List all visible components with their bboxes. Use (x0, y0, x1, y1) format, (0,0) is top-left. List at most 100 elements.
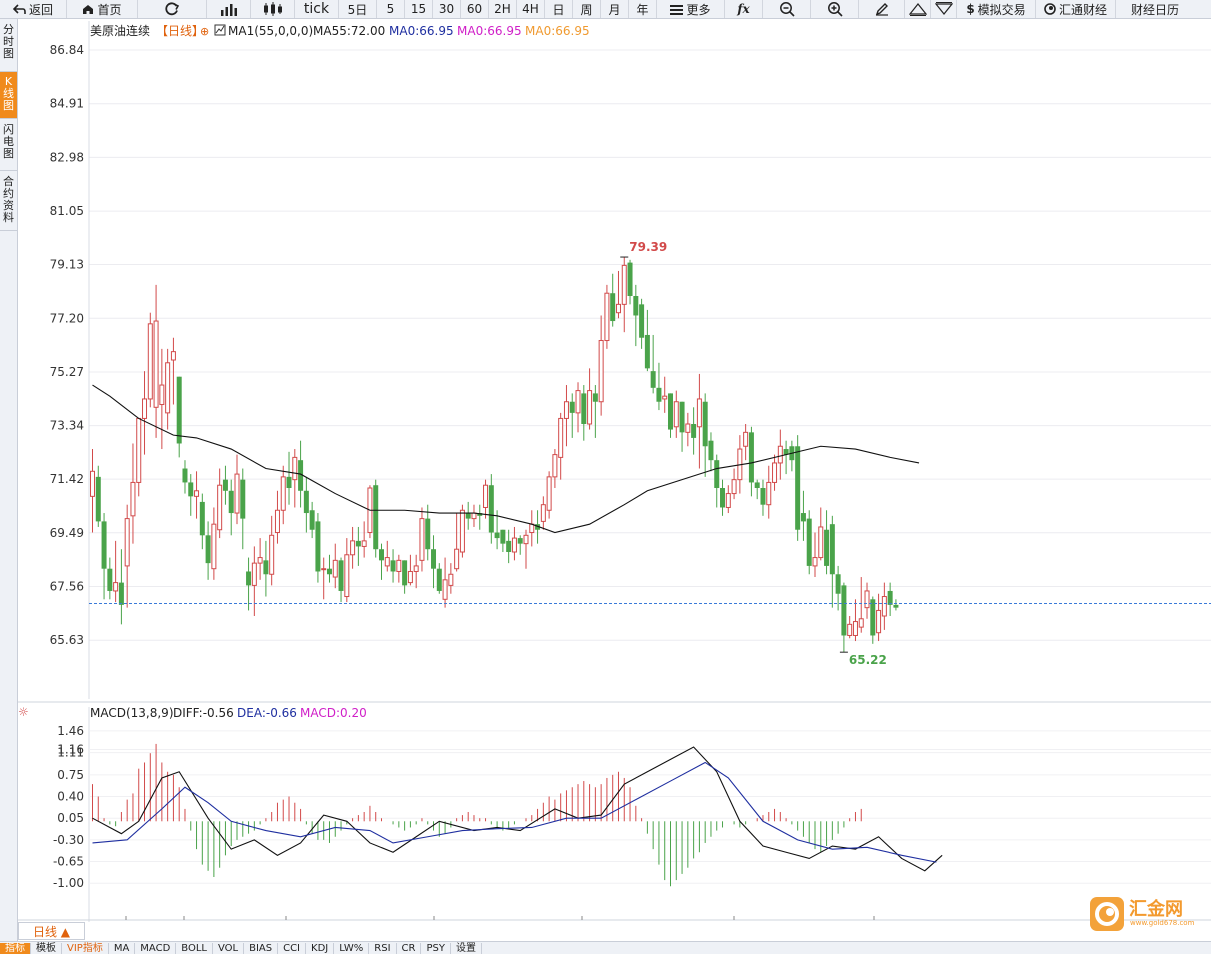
candle-body-down (795, 446, 801, 530)
macd-y-tick-label: 1.16 (57, 742, 84, 756)
settings-icon[interactable]: ⊕ (200, 25, 209, 38)
period-5d[interactable]: 5日 (339, 0, 377, 18)
period-week[interactable]: 周 (573, 0, 601, 18)
period-5m[interactable]: 5 (377, 0, 405, 18)
candle-body-down (205, 535, 211, 564)
back-button[interactable]: 返回 (0, 0, 67, 18)
candle-body-down (465, 513, 471, 519)
candle-body-up (731, 479, 737, 495)
tab-rsi[interactable]: RSI (369, 942, 397, 954)
candle-body-down (668, 393, 673, 430)
y-tick-label: 81.05 (50, 204, 84, 218)
tab-indicator[interactable]: 指标 (0, 942, 31, 954)
tab-cci[interactable]: CCI (278, 942, 307, 954)
scroll-down-button[interactable] (931, 0, 957, 18)
candle-body-up (124, 518, 130, 567)
candle-body-down (893, 604, 899, 608)
tab-cr[interactable]: CR (397, 942, 422, 954)
candle-body-down (806, 518, 812, 566)
bar-chart-button[interactable] (207, 0, 251, 18)
candle-body-up (448, 573, 454, 586)
formula-button[interactable]: fx (725, 0, 763, 18)
candle-body-up (587, 390, 593, 425)
macd-legend: ☼ MACD(13,8,9) DIFF:-0.56 DEA:-0.66 MACD… (18, 705, 367, 720)
huitong-button[interactable]: 汇通财经 (1036, 0, 1116, 18)
dollar-icon: $ (966, 2, 975, 16)
candle-body-up (812, 557, 818, 567)
period-30m[interactable]: 30 (433, 0, 461, 18)
tab-kdj[interactable]: KDJ (306, 942, 335, 954)
ma-toggle-icon[interactable] (214, 24, 226, 36)
tab-ma[interactable]: MA (109, 942, 136, 954)
candle-body-up (876, 609, 882, 634)
period-60m[interactable]: 60 (461, 0, 489, 18)
tab-contract-info[interactable]: 合约资料 (0, 171, 17, 231)
candle-body-up (858, 618, 864, 628)
macd-name: MACD(13,8,9) (90, 706, 174, 720)
calendar-button[interactable]: 财经日历 (1130, 2, 1179, 17)
candle-body-up (321, 568, 327, 571)
candle-body-down (303, 490, 309, 514)
period-2h[interactable]: 2H (489, 0, 517, 18)
tab-macd[interactable]: MACD (135, 942, 177, 954)
candle-body-up (881, 596, 887, 617)
zoom-in-button[interactable] (811, 0, 859, 18)
candle-body-down (639, 304, 645, 338)
y-tick-label: 84.91 (50, 97, 84, 111)
macd-settings-icon[interactable]: ☼ (18, 705, 29, 719)
period-4h[interactable]: 4H (517, 0, 545, 18)
tab-psy[interactable]: PSY (421, 942, 451, 954)
zoom-out-button[interactable] (763, 0, 811, 18)
candle-body-up (251, 562, 257, 586)
tab-vol[interactable]: VOL (213, 942, 245, 954)
low-marker-label: 65.22 (849, 653, 887, 667)
candle-body-up (90, 470, 95, 497)
candle-body-up (142, 398, 148, 419)
bar-chart-icon (220, 3, 238, 16)
refresh-button[interactable] (138, 0, 207, 18)
zoom-out-icon (779, 1, 795, 17)
tab-bias[interactable]: BIAS (244, 942, 279, 954)
period-15m[interactable]: 15 (405, 0, 433, 18)
tab-boll[interactable]: BOLL (176, 942, 213, 954)
tab-settings[interactable]: 设置 (451, 942, 482, 954)
candle-body-up (546, 476, 552, 511)
candle-body-down (402, 560, 408, 586)
period-month[interactable]: 月 (601, 0, 629, 18)
tab-template[interactable]: 模板 (31, 942, 62, 954)
ma55-line (92, 384, 920, 534)
period-select-button[interactable]: 日线 ▲ (18, 922, 85, 940)
tab-kline[interactable]: K线图 (0, 72, 17, 119)
sim-trade-button[interactable]: $ 模拟交易 (957, 0, 1036, 18)
candle-body-up (621, 264, 627, 305)
candle-body-up (442, 579, 448, 600)
candle-body-up (159, 384, 165, 406)
candle-body-down (182, 468, 188, 483)
tab-flash[interactable]: 闪电图 (0, 119, 17, 171)
candle-body-down (835, 574, 841, 594)
scroll-up-button[interactable] (905, 0, 931, 18)
macd-value: MACD:0.20 (300, 706, 367, 720)
period-day[interactable]: 日 (545, 0, 573, 18)
candle-body-up (818, 526, 824, 559)
candle-body-down (188, 482, 194, 497)
candle-body-up (194, 490, 200, 497)
candle-body-down (754, 482, 760, 488)
draw-button[interactable] (859, 0, 905, 18)
more-button[interactable]: 更多 (657, 0, 725, 18)
candle-body-down (720, 488, 726, 508)
candle-body-up (772, 462, 778, 483)
candle-body-down (298, 460, 304, 491)
tab-lw[interactable]: LW% (334, 942, 370, 954)
period-year[interactable]: 年 (629, 0, 657, 18)
tab-vip-indicator[interactable]: VIP指标 (62, 942, 109, 954)
period-tag: 【日线】 (156, 24, 204, 38)
tab-timeshare[interactable]: 分时图 (0, 19, 17, 72)
tick-button[interactable]: tick (295, 0, 339, 18)
candle-body-down (829, 524, 835, 575)
home-button[interactable]: 首页 (67, 0, 138, 18)
candlestick-button[interactable] (251, 0, 295, 18)
kline-chart[interactable]: 86.84 84.91 82.98 81.05 79.13 77.20 75.27 73.34… (18, 19, 1211, 922)
candle-body-down (488, 485, 494, 533)
macd-y-tick-label: 0.05 (57, 811, 84, 825)
